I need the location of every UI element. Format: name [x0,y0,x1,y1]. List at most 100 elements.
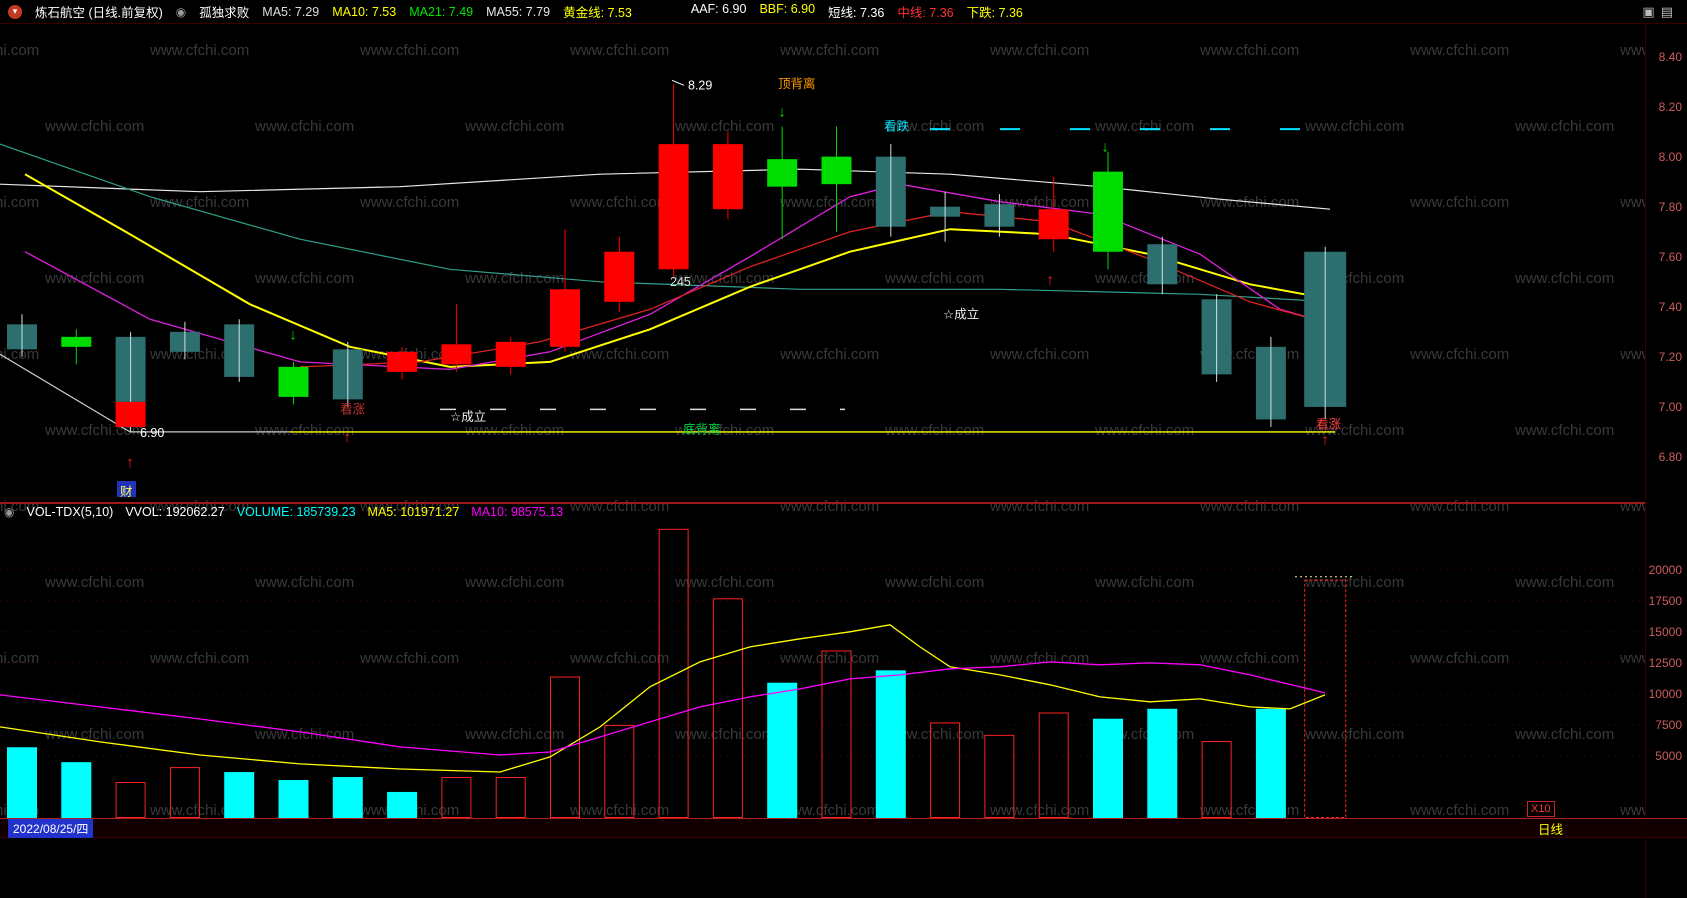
volume-bar [984,734,1015,818]
volume-bar [61,762,92,818]
volume-scale-label: X10 [1527,801,1555,817]
candle-body [1093,171,1123,252]
right-price-axis: 8.40 8.20 8.00 7.80 7.60 7.40 7.20 7.00 6.80 2000… [1645,0,1687,898]
volume-indicator-title[interactable]: VOL-TDX(5,10) [26,505,114,519]
volume-ma10-line [0,661,1326,756]
price-axis-label: 8.00 [1658,149,1682,164]
ma-line-ma55-white [0,168,1331,210]
sell-arrow-icon: ↓ [1101,139,1109,156]
candle-body [550,289,580,347]
golden-line-readout: 黄金线: 7.53 [563,6,632,20]
volume-bar [712,598,743,818]
candle-body [767,159,798,187]
pane-divider[interactable] [0,502,1687,504]
top-info-bar: ▾ 炼石航空 (日线.前复权) ◉ 孤独求败 MA5: 7.29 MA10: 7… [0,0,1687,24]
volume-bar [767,682,798,818]
candle-body [278,366,309,397]
indicator-name[interactable]: 孤独求败 [199,6,250,20]
chart-annotation: ☆成立 [943,306,979,321]
volume-bar [169,767,200,818]
volume-bar [278,780,309,818]
volume-axis-label: 7500 [1655,717,1682,732]
sell-arrow-icon: ↓ [289,326,297,343]
buy-arrow-icon: ↑ [126,454,134,471]
vvol-readout: VVOL: 192062.27 [125,505,225,519]
support-line [671,79,685,86]
volume-chart [0,528,1645,818]
chart-annotation: 245 [670,275,691,289]
indicator-values-group: AAF: 6.90 BBF: 6.90 短线: 7.36 中线: 7.36 下跌… [691,2,1036,21]
price-axis-label: 7.40 [1658,299,1682,314]
current-date-label: 2022/08/25/四 [8,818,94,838]
volume-bar [7,747,37,818]
price-axis-label: 7.00 [1658,399,1682,414]
price-axis-label: 7.60 [1658,249,1682,264]
volume-bar [332,777,363,818]
volume-bar [1304,579,1347,818]
mid-line-readout: 中线: 7.36 [897,6,954,20]
volume-bar [1038,712,1069,818]
ma-line-long-teal [0,143,1331,303]
volume-bar [1147,708,1178,818]
candle-body [658,144,689,270]
volume-bar [658,528,689,818]
vol-ma5-readout: MA5: 101971.27 [367,505,460,519]
price-axis-label: 7.20 [1658,349,1682,364]
volume-bar [1093,718,1123,818]
stock-title: 炼石航空 (日线.前复权) [35,6,163,20]
chart-annotation: 6.90 [140,426,164,440]
candle-body [712,144,743,210]
volume-collapse-icon[interactable]: ◉ [4,505,15,519]
stock-dropdown-icon[interactable]: ▾ [8,4,22,19]
ma-line-ma21-magenta [24,183,1333,371]
split-window-icon[interactable]: ▣ [1642,3,1655,19]
chart-annotation: 看跌 [884,119,910,134]
volume-chart-pane[interactable]: ◉ VOL-TDX(5,10) VVOL: 192062.27 VOLUME: … [0,504,1645,818]
chart-annotation: 底背离 [683,421,721,436]
volume-bar [550,676,580,818]
buy-arrow-icon: ↑ [343,429,351,446]
volume-header: ◉ VOL-TDX(5,10) VVOL: 192062.27 VOLUME: … [4,505,575,519]
status-bar: 2022/08/25/四 日线 [0,818,1687,838]
volume-bar [1255,708,1286,818]
volume-ma5-line [0,624,1326,773]
volume-axis-label: 5000 [1655,748,1682,763]
chart-annotation: 8.29 [688,78,712,92]
volume-axis-label: 10000 [1648,686,1682,701]
ma5-readout: MA5: 7.29 [262,4,320,19]
volume-bar [441,777,472,818]
candle-body [821,156,852,185]
period-label[interactable]: 日线 [1538,822,1564,837]
volume-bar [495,777,526,818]
buy-arrow-icon: ↑ [1046,271,1054,288]
volume-bar [387,791,418,818]
price-axis-label: 7.80 [1658,199,1682,214]
volume-axis-label: 15000 [1648,624,1682,639]
volume-bar [604,724,635,818]
candle-body [441,344,472,365]
volume-axis-label: 17500 [1648,593,1682,608]
candle-body [1038,209,1069,240]
candle-body [604,251,635,302]
short-line-readout: 短线: 7.36 [828,6,885,20]
buy-arrow-icon: ↑ [1321,431,1329,448]
ma55-readout: MA55: 7.79 [486,4,551,19]
sell-arrow-icon: ↓ [778,104,786,121]
chart-annotation: 顶背离 [778,76,816,91]
volume-bar [1201,741,1232,818]
candle-body [61,336,92,347]
bbf-readout: BBF: 6.90 [759,2,816,16]
volume-bar [224,772,255,818]
chart-annotation: 看涨 [340,401,366,416]
price-axis-label: 8.20 [1658,99,1682,114]
chart-annotation: ☆成立 [450,409,486,424]
panel-layout-icon[interactable]: ▤ [1660,3,1673,19]
volume-bar [821,650,852,818]
price-chart-pane[interactable]: ↑ ↑ ↑ ↑ ↓ ↓ ↓ 8.29 顶背离 看跌 ☆成立 245 ☆成立 底背离 看涨 看涨 6.90 财 [0,24,1645,502]
volume-axis-label: 20000 [1648,562,1682,577]
annotation-bg [117,480,136,497]
indicator-collapse-icon[interactable]: ◉ [175,4,187,19]
ma10-readout: MA10: 7.53 [332,4,397,19]
